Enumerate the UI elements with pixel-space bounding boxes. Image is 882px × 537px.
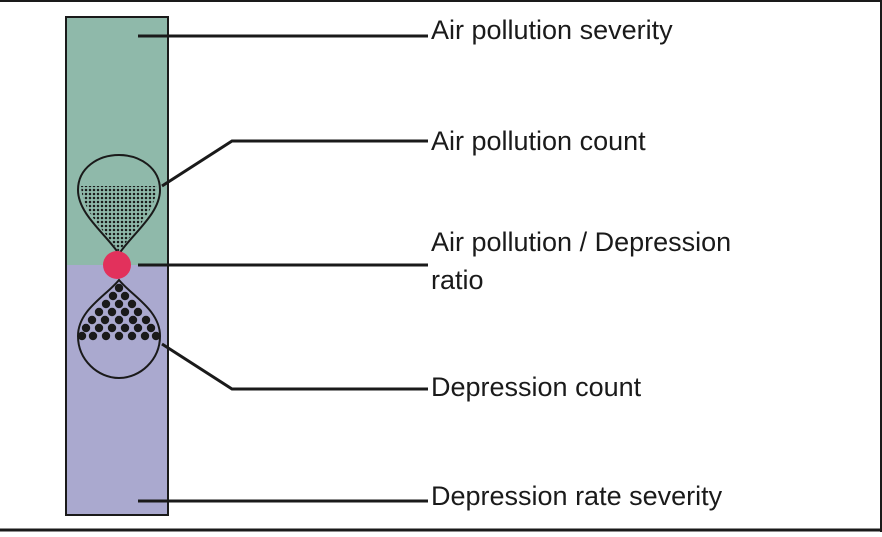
depression-dot (146, 323, 156, 333)
label-depression-rate-severity: Depression rate severity (431, 481, 723, 511)
label-air-pollution-severity: Air pollution severity (431, 15, 673, 45)
depression-dot (140, 331, 150, 341)
depression-dot (114, 299, 124, 309)
depression-dot (94, 307, 104, 317)
depression-dot (100, 315, 110, 325)
depression-dot (120, 291, 130, 301)
depression-dot (101, 331, 111, 341)
depression-dot (120, 307, 130, 317)
depression-dot (107, 307, 117, 317)
depression-dot (151, 331, 161, 341)
depression-dot (120, 323, 130, 333)
depression-bulb (76, 278, 162, 380)
depression-dot (114, 331, 124, 341)
leader-depression-count (161, 342, 428, 391)
depression-dot (87, 315, 97, 325)
depression-dot (128, 315, 138, 325)
label-ratio-line2: ratio (431, 265, 484, 295)
depression-dot (133, 323, 143, 333)
leader-air-pollution-count (161, 139, 428, 188)
depression-dot (94, 323, 104, 333)
label-air-pollution-count: Air pollution count (431, 126, 646, 156)
depression-dot (108, 291, 118, 301)
depression-dot (133, 307, 143, 317)
depression-dot (114, 315, 124, 325)
depression-dot (127, 331, 137, 341)
label-depression-count: Depression count (431, 372, 642, 402)
depression-dot (127, 299, 137, 309)
label-ratio-line1: Air pollution / Depression (431, 227, 731, 257)
depression-dot (101, 299, 111, 309)
depression-count-dots (77, 283, 161, 341)
depression-dot (81, 323, 91, 333)
ratio-marker (103, 251, 131, 279)
depression-dot (114, 283, 124, 293)
depression-dot (107, 323, 117, 333)
depression-dot (141, 315, 151, 325)
depression-dot (77, 331, 87, 341)
depression-dot (88, 331, 98, 341)
